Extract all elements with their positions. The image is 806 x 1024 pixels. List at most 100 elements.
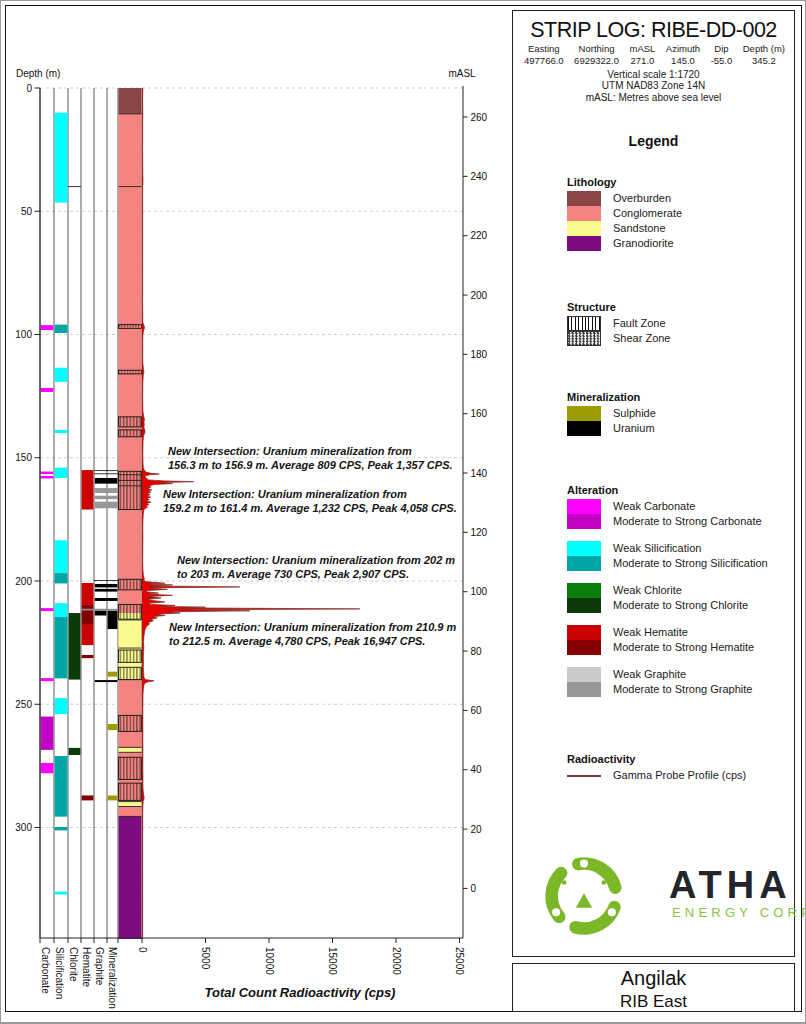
collar-field: mASL271.0 — [629, 43, 655, 66]
alteration-bar-hematite — [82, 795, 94, 800]
alteration-bar-hematite — [82, 655, 94, 658]
masl-tick-label: 120 — [471, 527, 488, 538]
depth-axis-title: Depth (m) — [16, 68, 60, 79]
lithology-conglomerate — [119, 114, 142, 613]
column-label: Hematite — [81, 947, 92, 987]
masl-tick-label: 60 — [471, 705, 483, 716]
depth-tick-label: 50 — [21, 206, 33, 217]
alteration-bar-carbonate — [41, 388, 54, 392]
masl-tick-label: 140 — [471, 468, 488, 479]
depth-tick-label: 200 — [15, 576, 32, 587]
alteration-bar-hematite — [82, 605, 94, 625]
project-name: Angilak — [513, 967, 794, 990]
cps-tick-label: 10000 — [264, 947, 275, 975]
atha-logo-icon — [539, 851, 629, 941]
alteration-bar-silicification — [55, 892, 68, 895]
masl-tick-label: 180 — [471, 349, 488, 360]
legend-swatch — [567, 499, 601, 529]
cps-tick-label: 15000 — [327, 947, 338, 975]
lithology-conglomerate — [119, 680, 142, 748]
masl-tick-label: 0 — [471, 883, 477, 894]
alteration-bar-silicification — [55, 756, 68, 817]
cps-tick-label: 25000 — [454, 947, 465, 975]
alteration-bar-graphite — [95, 488, 118, 493]
legend-section-radioactivity: RadioactivityGamma Probe Profile (cps) — [567, 753, 793, 783]
radioactivity-axis-title: Total Count Radioactivity (cps) — [205, 985, 396, 1000]
mineralization-bar-uranium — [95, 589, 118, 592]
depth-tick-label: 100 — [15, 329, 32, 340]
legend-section-structure: StructureFault ZoneShear Zone — [567, 301, 793, 346]
legend-section-mineralization: MineralizationSulphideUranium — [567, 391, 793, 436]
intersection-annotation: New Intersection: Uranium mineralization… — [163, 487, 457, 515]
masl-tick-label: 100 — [471, 586, 488, 597]
logo-subtitle: ENERGY CORP. — [672, 905, 806, 920]
alteration-bar-carbonate — [41, 717, 54, 750]
legend-swatch — [567, 583, 601, 613]
mineralization-bar-uranium — [95, 611, 107, 616]
collar-fields: Easting497766.0 Northing6929322.0 mASL271.… — [524, 43, 785, 66]
project-box: Angilak RIB East — [512, 963, 795, 1012]
alteration-bar-silicification — [55, 468, 68, 478]
structure-fault-zone — [119, 579, 142, 590]
intersection-annotation: New Intersection: Uranium mineralization… — [177, 553, 455, 581]
masl-tick-label: 20 — [471, 824, 483, 835]
alteration-bar-silicification — [55, 540, 68, 573]
masl-tick-label: 40 — [471, 764, 483, 775]
structure-fault-zone — [119, 471, 142, 509]
column-label: Chlorite — [68, 947, 79, 982]
structure-fault-zone — [119, 650, 142, 662]
alteration-bar-silicification — [55, 573, 68, 583]
mineralization-bar-uranium — [95, 584, 118, 587]
cps-tick-label: 0 — [137, 947, 148, 953]
strip-log-title: STRIP LOG: RIBE-DD-002 — [513, 18, 794, 43]
mineralization-bar-sulphide — [108, 724, 118, 730]
logo-wordmark: ATHA — [669, 864, 792, 907]
lithology-conglomerate — [119, 807, 142, 817]
alteration-bar-hematite — [82, 470, 94, 509]
scale-note: Vertical scale 1:1720 — [513, 69, 794, 80]
lithology-sandstone — [119, 747, 142, 752]
collar-field: Easting497766.0 — [524, 43, 564, 66]
legend-swatch — [567, 421, 601, 436]
alteration-bar-silicification — [55, 827, 68, 830]
masl-tick-label: 240 — [471, 171, 488, 182]
structure-shear-zone — [119, 325, 142, 329]
legend-swatch — [567, 221, 601, 236]
alteration-bar-carbonate — [41, 472, 54, 474]
alteration-bar-silicification — [55, 603, 68, 617]
legend-swatch — [567, 206, 601, 221]
column-label: Mineralization — [107, 947, 118, 1009]
scale-note: mASL: Metres above sea level — [513, 92, 794, 103]
alteration-bar-silicification — [55, 325, 68, 333]
legend-swatch — [567, 406, 601, 421]
mineralization-bar-uranium — [108, 611, 118, 629]
lithology-sandstone — [119, 802, 142, 807]
masl-tick-label: 80 — [471, 646, 483, 657]
legend-swatch — [567, 625, 601, 655]
mineralization-bar-sulphide — [108, 795, 118, 800]
alteration-bar-carbonate — [41, 325, 54, 330]
alteration-bar-carbonate — [41, 476, 54, 478]
alteration-bar-carbonate — [41, 763, 54, 773]
project-area: RIB East — [513, 992, 794, 1012]
alteration-bar-hematite — [82, 625, 94, 645]
depth-tick-label: 150 — [15, 452, 32, 463]
scale-notes: Vertical scale 1:1720UTM NAD83 Zone 14Nm… — [513, 69, 794, 103]
masl-tick-label: 160 — [471, 408, 488, 419]
legend-section-alteration: AlterationWeak CarbonateModerate to Stro… — [567, 484, 793, 709]
alteration-bar-silicification — [55, 368, 68, 382]
alteration-bar-silicification — [55, 113, 68, 203]
lithology-granodiorite — [119, 816, 142, 939]
legend-line-swatch — [567, 775, 601, 777]
alteration-bar-graphite — [95, 502, 118, 509]
column-label: Silicification — [54, 947, 65, 999]
collar-field: Azimuth145.0 — [666, 43, 700, 66]
alteration-bar-silicification — [55, 430, 68, 433]
legend-swatch — [567, 667, 601, 697]
alteration-bar-hematite — [82, 583, 94, 605]
alteration-bar-graphite — [95, 496, 118, 499]
structure-fault-zone — [119, 667, 142, 679]
depth-tick-label: 250 — [15, 699, 32, 710]
collar-field: Northing6929322.0 — [574, 43, 619, 66]
strip-log-page: 050100150200250300Depth (m)2602402202001… — [0, 0, 806, 1024]
